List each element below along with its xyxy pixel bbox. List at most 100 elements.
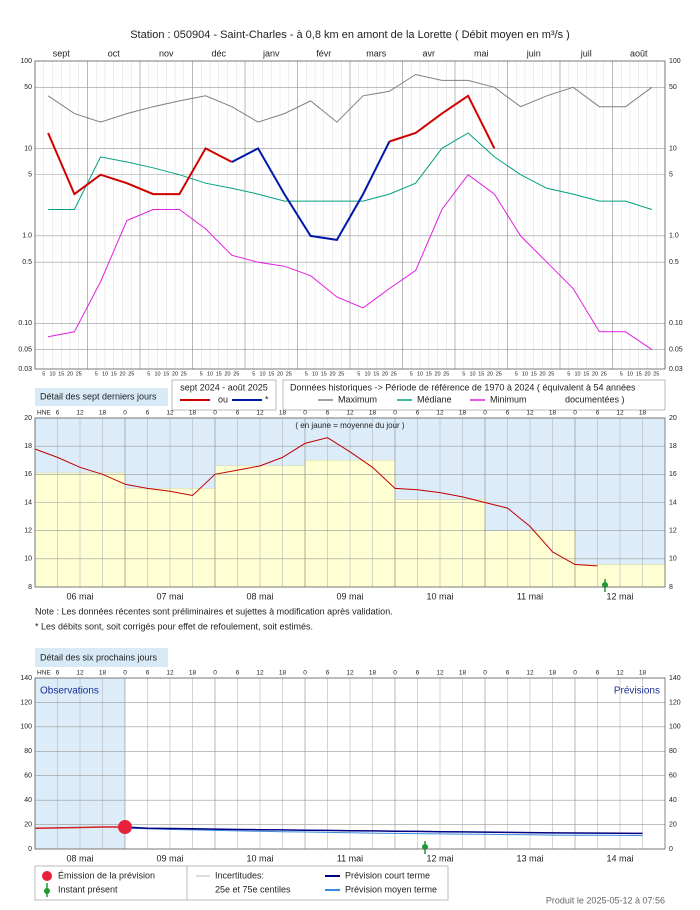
y-tick-label: 0.10	[669, 320, 683, 327]
x-tick-label: oct	[108, 48, 121, 58]
day-tick-label: 25	[601, 371, 607, 377]
series-line	[124, 827, 643, 837]
hour-label: 0	[483, 670, 487, 677]
day-tick-label: 15	[268, 371, 274, 377]
hour-label: 18	[639, 410, 647, 417]
hour-label: 6	[146, 670, 150, 677]
y-tick-label: 10	[24, 145, 32, 152]
hour-label: 12	[526, 410, 534, 417]
hour-label: 0	[483, 410, 487, 417]
day-tick-label: 20	[172, 371, 178, 377]
y-tick-label: 80	[669, 748, 677, 755]
y-tick-label: 20	[24, 821, 32, 828]
hour-label: 18	[549, 410, 557, 417]
hour-label: 0	[573, 410, 577, 417]
hour-label: 12	[256, 670, 264, 677]
x-tick-label: 06 mai	[66, 591, 93, 601]
hour-label: 0	[303, 670, 307, 677]
day-tick-label: 5	[410, 371, 413, 377]
day-tick-label: 5	[95, 371, 98, 377]
day-tick-label: 20	[434, 371, 440, 377]
series-line	[47, 73, 653, 123]
y-tick-label: 1.0	[22, 233, 32, 240]
y-tick-label: 14	[24, 499, 32, 506]
legend-text: Émission de la prévision	[58, 870, 155, 880]
day-tick-label: 25	[128, 371, 134, 377]
day-tick-label: 10	[312, 371, 318, 377]
hour-label: 18	[99, 410, 107, 417]
y-tick-label: 1.0	[669, 233, 679, 240]
section-label: Détail des sept derniers jours	[40, 391, 157, 401]
hour-label: 12	[436, 410, 444, 417]
day-tick-label: 5	[357, 371, 360, 377]
hour-label: 12	[346, 410, 354, 417]
x-tick-label: 08 mai	[246, 591, 273, 601]
x-tick-label: 08 mai	[66, 853, 93, 863]
y-tick-label: 100	[669, 724, 681, 731]
legend-box	[282, 379, 666, 411]
legend-text: Instant présent	[58, 884, 118, 894]
hour-label: 18	[459, 410, 467, 417]
hour-label: 6	[56, 410, 60, 417]
plot-frame	[34, 417, 666, 588]
x-tick-label: avr	[422, 48, 435, 58]
day-tick-label: 20	[119, 371, 125, 377]
y-tick-label: 0.10	[18, 320, 32, 327]
day-tick-label: 20	[67, 371, 73, 377]
day-tick-label: 20	[329, 371, 335, 377]
hour-label: HNE	[37, 670, 51, 677]
y-tick-label: 120	[669, 699, 681, 706]
day-tick-label: 10	[207, 371, 213, 377]
day-tick-label: 25	[496, 371, 502, 377]
day-tick-label: 15	[111, 371, 117, 377]
day-tick-label: 10	[49, 371, 55, 377]
day-tick-label: 10	[364, 371, 370, 377]
annotation: Prévisions	[614, 686, 660, 697]
day-tick-label: 25	[181, 371, 187, 377]
y-tick-label: 100	[20, 724, 32, 731]
legend-text: Maximum	[338, 394, 377, 404]
series-line	[124, 826, 643, 835]
y-tick-label: 100	[669, 58, 681, 65]
y-tick-label: 40	[24, 797, 32, 804]
y-tick-label: 12	[24, 528, 32, 535]
day-tick-label: 20	[487, 371, 493, 377]
day-tick-label: 20	[539, 371, 545, 377]
day-tick-label: 5	[305, 371, 308, 377]
day-tick-label: 25	[76, 371, 82, 377]
x-tick-label: 12 mai	[426, 853, 453, 863]
x-tick-label: déc	[211, 48, 226, 58]
y-tick-label: 8	[28, 584, 32, 591]
y-tick-label: 16	[24, 471, 32, 478]
x-tick-label: 13 mai	[516, 853, 543, 863]
legend-text: 25e et 75e centiles	[215, 884, 291, 894]
x-tick-label: 11 mai	[337, 853, 363, 863]
hour-label: 18	[99, 670, 107, 677]
present-dot	[422, 844, 428, 850]
hour-label: 6	[146, 410, 150, 417]
legend-note: Données historiques -> Période de référe…	[290, 382, 636, 392]
hour-label: 18	[279, 670, 287, 677]
day-tick-label: 15	[478, 371, 484, 377]
y-tick-label: 140	[20, 675, 32, 682]
x-tick-label: mai	[474, 48, 489, 58]
y-tick-label: 100	[20, 58, 32, 65]
section-label: Détail des six prochains jours	[40, 652, 158, 662]
emission-point	[118, 820, 132, 835]
hour-label: 0	[123, 670, 127, 677]
day-tick-label: 15	[216, 371, 222, 377]
legend-swatch	[42, 871, 52, 881]
day-tick-label: 10	[522, 371, 528, 377]
hour-label: 0	[303, 410, 307, 417]
x-tick-label: 09 mai	[336, 591, 363, 601]
y-tick-label: 10	[669, 145, 677, 152]
legend-box	[171, 379, 277, 411]
day-tick-label: 15	[373, 371, 379, 377]
day-tick-label: 20	[592, 371, 598, 377]
day-tick-label: 15	[163, 371, 169, 377]
legend-note: documentées )	[565, 394, 625, 404]
hour-label: 18	[639, 670, 647, 677]
day-tick-label: 10	[574, 371, 580, 377]
note: * Les débits sont, soit corrigés pour ef…	[35, 621, 313, 631]
annotation: ( en jaune = moyenne du jour )	[295, 421, 405, 430]
